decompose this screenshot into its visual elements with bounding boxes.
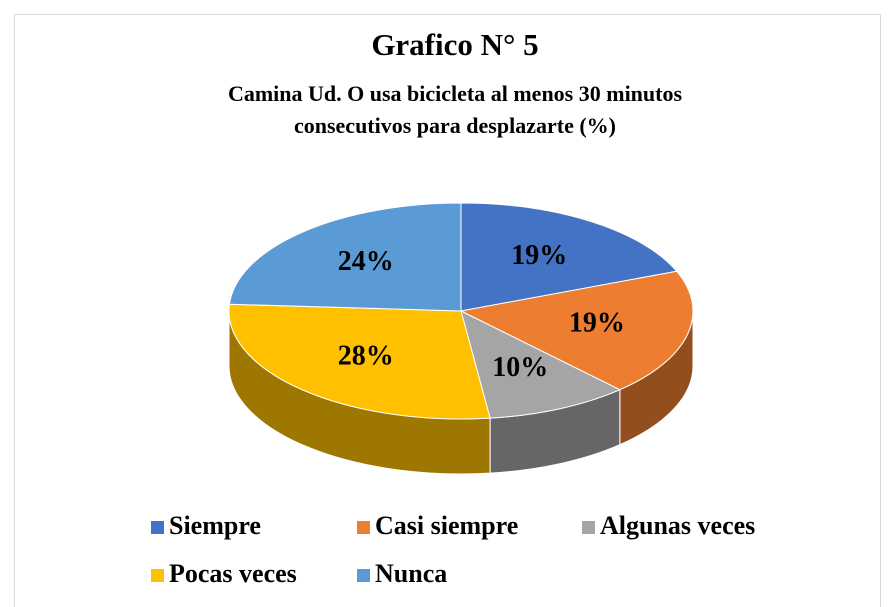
pie-slice	[460, 202, 678, 312]
data-label: 19%	[569, 308, 625, 339]
legend-swatch	[151, 569, 164, 582]
pie-slice	[228, 303, 491, 420]
legend-swatch	[582, 521, 595, 534]
data-label: 24%	[338, 246, 394, 277]
chart-subtitle: consecutivos para desplazarte (%)	[294, 113, 616, 138]
chart-title: Grafico N° 5	[371, 27, 538, 62]
data-label: 19%	[511, 240, 567, 271]
pie-slice	[459, 270, 694, 391]
legend-label: Siempre	[169, 511, 261, 540]
chart-subtitle: Camina Ud. O usa bicicleta al menos 30 m…	[228, 81, 683, 106]
legend-label: Nunca	[375, 559, 447, 588]
pie-slice	[228, 202, 462, 312]
data-label: 28%	[338, 341, 394, 372]
data-label: 10%	[492, 352, 548, 383]
legend-swatch	[151, 521, 164, 534]
legend-swatch	[357, 521, 370, 534]
pie-slice	[460, 310, 621, 419]
legend-label: Algunas veces	[600, 511, 755, 540]
legend-label: Pocas veces	[169, 559, 297, 588]
legend-label: Casi siempre	[375, 511, 518, 540]
legend-swatch	[357, 569, 370, 582]
